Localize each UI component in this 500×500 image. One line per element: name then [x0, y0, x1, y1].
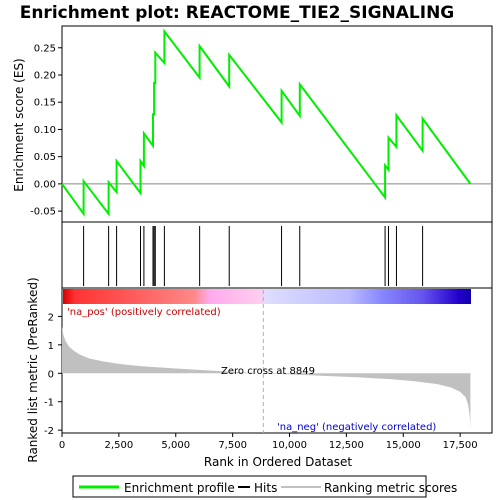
- xtick-label: 10,000: [272, 440, 307, 451]
- metric-ytick-label: 0: [48, 369, 54, 380]
- metric-ytick-label: 1: [48, 341, 54, 352]
- zero-cross-label: Zero cross at 8849: [221, 366, 315, 377]
- x-axis-label: Rank in Ordered Dataset: [204, 455, 352, 469]
- legend-label-hits: Hits: [254, 481, 277, 495]
- xtick-label: 7,500: [218, 440, 247, 451]
- ranking-metric-area: [62, 326, 471, 428]
- chart-title: Enrichment plot: REACTOME_TIE2_SIGNALING: [20, 3, 455, 23]
- pos-correlated-label: 'na_pos' (positively correlated): [67, 307, 221, 318]
- xtick-label: 12,500: [329, 440, 364, 451]
- legend-label-enrichment-profile: Enrichment profile: [124, 481, 235, 495]
- es-ytick-label: 0.25: [34, 43, 56, 54]
- es-y-axis-label: Enrichment score (ES): [12, 58, 26, 191]
- metric-ytick-label: -1: [44, 398, 54, 409]
- es-ytick-label: 0.15: [34, 98, 56, 109]
- xtick-label: 15,000: [386, 440, 421, 451]
- rank-color-bar: [63, 289, 471, 304]
- es-ytick-label: 0.05: [34, 152, 56, 163]
- enrichment-profile-line: [61, 28, 472, 217]
- xtick-label: 0: [59, 440, 65, 451]
- xtick-label: 2,500: [105, 440, 134, 451]
- metric-ytick-label: -2: [44, 426, 54, 437]
- es-panel-frame: [61, 25, 493, 223]
- metric-ytick-label: 2: [48, 312, 54, 323]
- hits-panel-frame: [61, 221, 493, 289]
- metric-y-axis-label: Ranked list metric (PreRanked): [26, 277, 40, 462]
- es-ytick-label: -0.05: [30, 207, 56, 218]
- neg-correlated-label: 'na_neg' (negatively correlated): [277, 422, 436, 433]
- xtick-label: 5,000: [161, 440, 190, 451]
- es-ytick-label: 0.10: [34, 125, 56, 136]
- es-ytick-label: 0.20: [34, 71, 56, 82]
- es-ytick-label: 0.00: [34, 179, 56, 190]
- legend-label-ranking-metric: Ranking metric scores: [324, 481, 457, 495]
- xtick-label: 17,500: [443, 440, 478, 451]
